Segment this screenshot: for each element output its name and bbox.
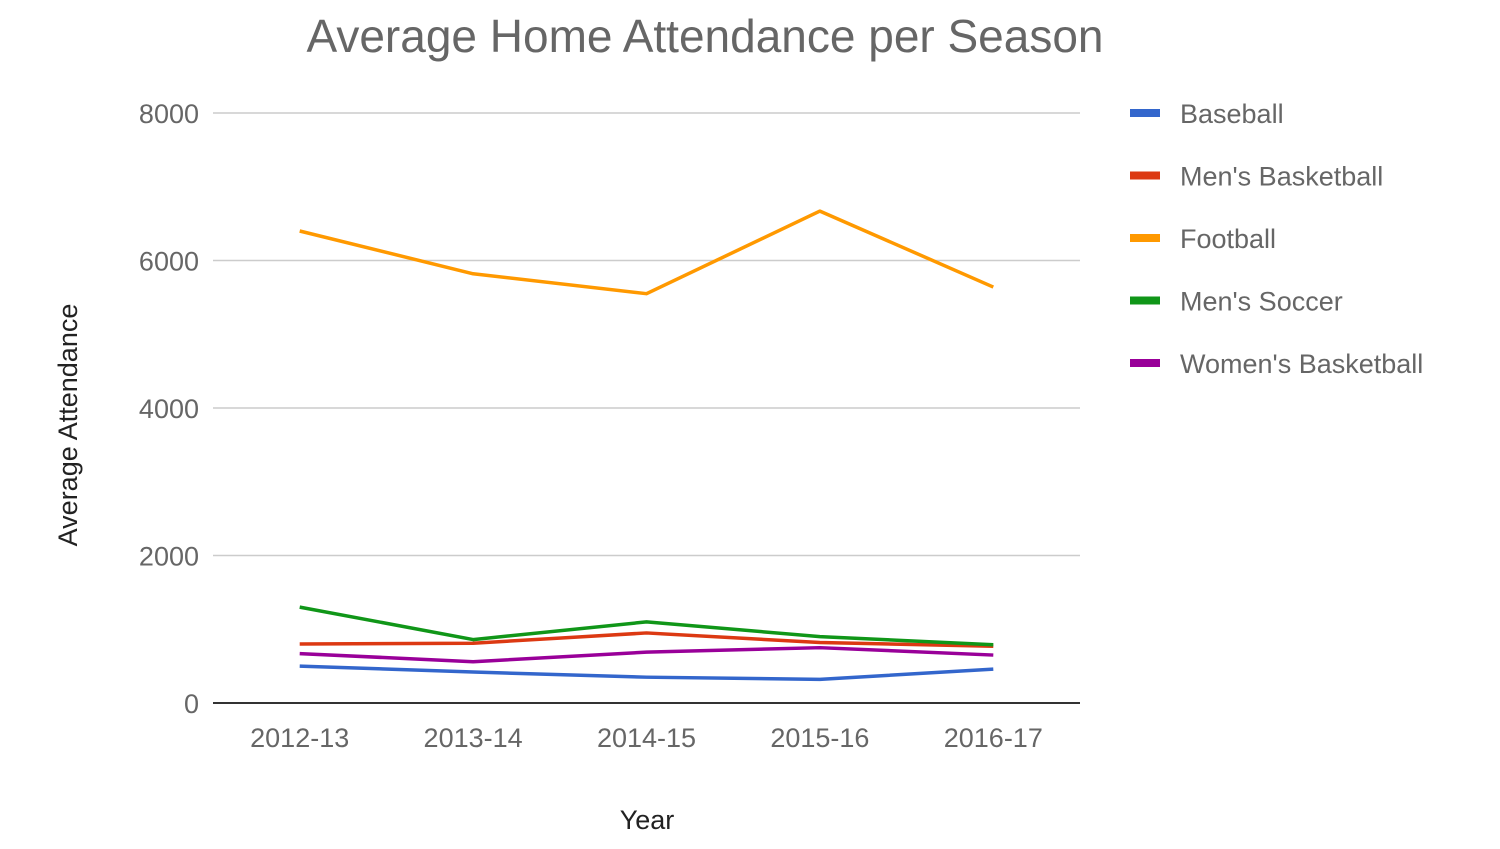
x-tick-label: 2013-14 [424, 723, 523, 753]
legend-swatch [1130, 359, 1160, 367]
legend: Baseball Men's Basketball Football Men's So… [1130, 99, 1423, 379]
legend-swatch [1130, 171, 1160, 180]
legend-item[interactable]: Football [1130, 224, 1276, 254]
legend-label: Football [1180, 224, 1276, 254]
legend-item[interactable]: Women's Basketball [1130, 349, 1423, 379]
x-tick-label: 2014-15 [597, 723, 696, 753]
y-tick-label: 0 [184, 689, 199, 719]
y-tick-label: 2000 [139, 542, 199, 572]
series-lines [299, 209, 995, 682]
series-line-football [299, 209, 995, 296]
series-line-men-s-soccer [299, 605, 994, 647]
x-tick-label: 2012-13 [250, 723, 349, 753]
series-line-baseball [299, 664, 994, 682]
legend-swatch [1130, 296, 1160, 305]
legend-label: Baseball [1180, 99, 1284, 129]
series-line-men-s-basketball [299, 631, 994, 648]
x-axis-label: Year [620, 805, 675, 835]
legend-label: Men's Basketball [1180, 162, 1383, 192]
legend-swatch [1130, 109, 1160, 117]
chart-title: Average Home Attendance per Season [306, 10, 1103, 62]
gridlines [213, 112, 1080, 557]
y-tick-label: 6000 [139, 247, 199, 277]
series-line-women-s-basketball [299, 645, 994, 664]
legend-label: Men's Soccer [1180, 287, 1343, 317]
x-tick-label: 2016-17 [944, 723, 1043, 753]
y-tick-label: 4000 [139, 394, 199, 424]
y-tick-label: 8000 [139, 99, 199, 129]
legend-item[interactable]: Men's Soccer [1130, 287, 1343, 317]
legend-item[interactable]: Men's Basketball [1130, 162, 1383, 192]
legend-swatch [1130, 234, 1160, 242]
y-axis-ticks: 0 2000 4000 6000 8000 [139, 99, 199, 719]
y-axis-label: Average Attendance [53, 304, 83, 547]
legend-item[interactable]: Baseball [1130, 99, 1284, 129]
x-tick-label: 2015-16 [770, 723, 869, 753]
x-axis-ticks: 2012-13 2013-14 2014-15 2015-16 2016-17 [250, 723, 1043, 753]
legend-label: Women's Basketball [1180, 349, 1423, 379]
